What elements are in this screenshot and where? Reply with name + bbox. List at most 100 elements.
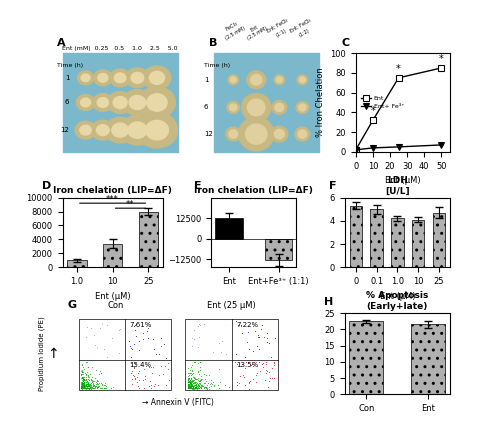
Point	[94, 382, 102, 389]
Point	[184, 380, 192, 387]
Point	[132, 332, 140, 339]
Point	[126, 343, 134, 350]
Point	[140, 384, 148, 391]
Point	[196, 321, 204, 328]
Point	[190, 384, 198, 391]
Point	[271, 334, 279, 342]
Ent	[396, 75, 402, 81]
Bar	[215, 218, 242, 239]
Point	[232, 317, 239, 324]
Point	[100, 385, 108, 392]
Point	[100, 385, 108, 392]
Point	[79, 381, 87, 388]
Point	[245, 346, 253, 353]
Point	[184, 378, 192, 385]
Point	[82, 375, 90, 382]
Point	[270, 374, 278, 381]
Point	[254, 331, 262, 338]
Point	[184, 365, 192, 372]
Text: Con: Con	[108, 301, 124, 310]
Point	[184, 383, 192, 390]
Point	[188, 381, 196, 389]
X-axis label: Ent (μM): Ent (μM)	[380, 291, 415, 300]
Point	[84, 380, 92, 387]
Point	[264, 368, 272, 375]
Text: → Annexin V (FITC): → Annexin V (FITC)	[142, 397, 214, 407]
Point	[78, 385, 86, 392]
Point	[192, 378, 200, 385]
Point	[134, 379, 141, 386]
Point	[151, 380, 159, 387]
Point	[192, 376, 200, 383]
Point	[93, 385, 101, 392]
Text: *: *	[439, 54, 444, 64]
Point	[164, 377, 172, 384]
Circle shape	[298, 130, 306, 138]
Point	[188, 380, 196, 387]
Point	[130, 365, 138, 372]
Text: Ent: FeCl$_3$
(1:2): Ent: FeCl$_3$ (1:2)	[288, 16, 317, 41]
Point	[82, 375, 90, 382]
Point	[184, 383, 192, 390]
Point	[189, 382, 197, 389]
Point	[186, 383, 194, 390]
Point	[82, 383, 90, 390]
Point	[80, 385, 88, 392]
Point	[79, 385, 87, 392]
Point	[188, 378, 196, 385]
Bar	[432, 213, 445, 267]
Point	[185, 378, 193, 385]
Point	[92, 367, 100, 374]
Point	[190, 383, 198, 390]
Point	[82, 385, 90, 392]
Point	[98, 381, 106, 388]
Point	[80, 376, 88, 383]
Point	[130, 364, 138, 371]
Text: 7.22%: 7.22%	[236, 322, 258, 328]
Point	[184, 376, 192, 383]
Point	[82, 358, 90, 365]
Point	[262, 329, 270, 336]
Point	[196, 381, 203, 388]
Point	[187, 375, 195, 382]
Point	[256, 367, 264, 374]
Point	[78, 383, 86, 390]
Point	[80, 383, 88, 390]
Point	[80, 383, 88, 390]
Title: Iron chelation (LIP=ΔF): Iron chelation (LIP=ΔF)	[53, 187, 172, 195]
Point	[194, 344, 202, 351]
Point	[197, 381, 205, 388]
Point	[84, 380, 92, 387]
Point	[199, 382, 207, 389]
Point	[189, 384, 197, 391]
Point	[148, 363, 156, 370]
Point	[91, 383, 99, 390]
Point	[188, 362, 196, 369]
Bar	[186, 319, 278, 390]
Point	[200, 320, 208, 327]
Point	[137, 361, 145, 369]
Point	[157, 342, 165, 350]
Point	[135, 368, 143, 375]
Point	[243, 338, 251, 345]
Point	[194, 368, 202, 375]
Point	[80, 381, 88, 388]
Point	[194, 381, 202, 388]
Point	[95, 380, 103, 387]
Point	[192, 383, 200, 390]
Point	[150, 382, 158, 389]
Point	[78, 369, 86, 376]
Point	[189, 379, 197, 386]
Point	[80, 383, 88, 390]
Point	[80, 385, 88, 392]
Point	[134, 382, 142, 389]
Point	[78, 375, 86, 382]
Point	[198, 383, 206, 390]
Point	[216, 379, 224, 386]
Point	[88, 364, 96, 371]
Point	[209, 349, 217, 356]
Circle shape	[150, 71, 164, 84]
Point	[190, 373, 198, 380]
Point	[78, 385, 86, 392]
Point	[86, 382, 94, 389]
